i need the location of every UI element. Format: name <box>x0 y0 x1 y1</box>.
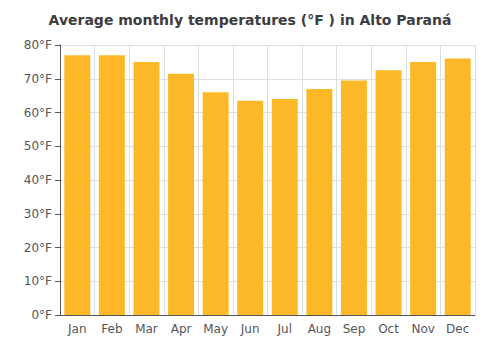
svg-text:30°F: 30°F <box>24 207 52 221</box>
svg-text:Dec: Dec <box>446 322 469 336</box>
svg-text:Oct: Oct <box>378 322 399 336</box>
svg-text:Mar: Mar <box>135 322 158 336</box>
svg-text:May: May <box>203 322 228 336</box>
svg-text:40°F: 40°F <box>24 173 52 187</box>
svg-text:20°F: 20°F <box>24 241 52 255</box>
svg-text:Jan: Jan <box>67 322 87 336</box>
svg-text:Aug: Aug <box>308 322 331 336</box>
svg-text:Jun: Jun <box>240 322 260 336</box>
svg-text:Sep: Sep <box>343 322 366 336</box>
svg-text:Average monthly temperatures (: Average monthly temperatures (°F ) in Al… <box>49 12 452 28</box>
svg-text:50°F: 50°F <box>24 139 52 153</box>
svg-text:10°F: 10°F <box>24 274 52 288</box>
svg-text:70°F: 70°F <box>24 72 52 86</box>
svg-text:Jul: Jul <box>277 322 292 336</box>
svg-text:Nov: Nov <box>411 322 434 336</box>
svg-text:80°F: 80°F <box>24 38 52 52</box>
svg-text:0°F: 0°F <box>31 308 52 322</box>
svg-text:Apr: Apr <box>171 322 192 336</box>
svg-text:60°F: 60°F <box>24 106 52 120</box>
svg-text:Feb: Feb <box>101 322 122 336</box>
